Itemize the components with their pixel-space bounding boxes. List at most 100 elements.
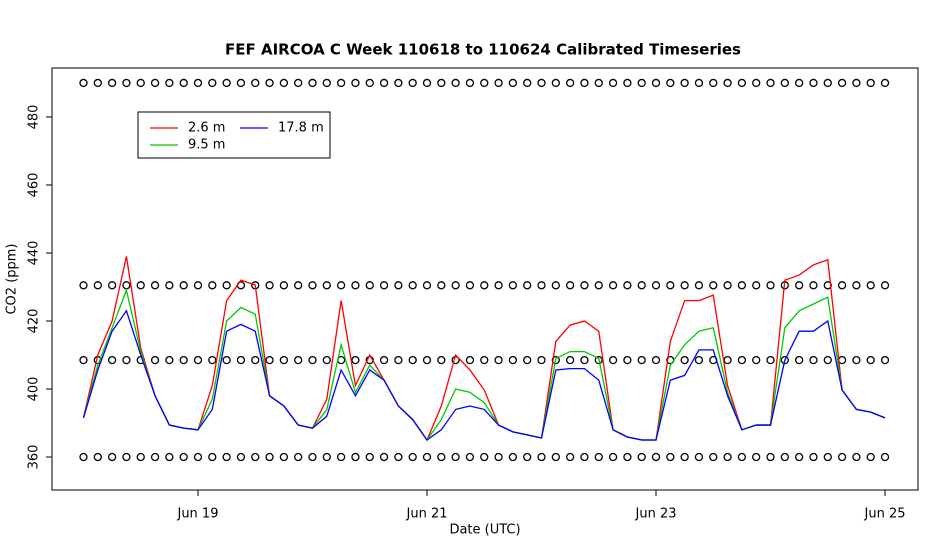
- legend-label: 2.6 m: [188, 121, 225, 136]
- reference-marker: [222, 452, 231, 462]
- reference-marker: [79, 355, 88, 365]
- y-axis-label: CO2 (ppm): [5, 243, 20, 314]
- reference-marker: [608, 281, 618, 290]
- reference-marker: [451, 281, 460, 290]
- reference-marker: [408, 452, 417, 462]
- reference-marker: [551, 281, 560, 290]
- reference-marker: [565, 281, 575, 290]
- reference-marker: [694, 281, 704, 290]
- reference-marker: [594, 452, 603, 462]
- reference-marker: [694, 355, 704, 365]
- reference-marker: [308, 281, 317, 290]
- x-tick-label: Jun 19: [176, 507, 218, 522]
- reference-marker: [823, 78, 832, 88]
- reference-marker: [723, 281, 732, 290]
- reference-marker: [880, 78, 890, 88]
- reference-marker: [265, 78, 274, 88]
- reference-marker: [294, 452, 303, 462]
- reference-marker: [179, 355, 188, 365]
- reference-marker: [150, 355, 160, 365]
- reference-marker: [308, 452, 317, 462]
- reference-marker: [336, 281, 346, 290]
- reference-marker: [193, 281, 203, 290]
- reference-marker: [336, 452, 346, 462]
- reference-marker: [623, 452, 632, 462]
- reference-marker: [422, 355, 432, 365]
- reference-marker: [408, 355, 417, 365]
- reference-marker: [294, 78, 303, 88]
- reference-marker: [494, 452, 503, 462]
- reference-marker: [251, 78, 260, 88]
- reference-marker: [737, 452, 747, 462]
- reference-marker: [794, 78, 804, 88]
- reference-marker: [752, 355, 761, 365]
- reference-marker: [551, 452, 560, 462]
- reference-marker: [508, 281, 518, 290]
- reference-marker: [208, 355, 217, 365]
- y-tick-label: 440: [27, 241, 42, 266]
- reference-marker: [737, 78, 747, 88]
- reference-marker: [752, 78, 761, 88]
- reference-marker: [107, 452, 117, 462]
- reference-marker: [737, 355, 747, 365]
- reference-marker: [494, 281, 503, 290]
- reference-marker: [794, 281, 804, 290]
- reference-marker: [422, 281, 432, 290]
- reference-marker: [465, 355, 475, 365]
- reference-marker: [79, 281, 88, 290]
- reference-marker: [107, 78, 117, 88]
- reference-marker: [537, 355, 546, 365]
- reference-marker: [122, 281, 131, 290]
- reference-marker: [480, 452, 489, 462]
- reference-marker: [136, 78, 145, 88]
- reference-marker: [737, 281, 747, 290]
- reference-marker: [637, 355, 646, 365]
- reference-marker: [394, 452, 403, 462]
- reference-marker: [508, 452, 518, 462]
- reference-marker: [251, 452, 260, 462]
- reference-marker: [680, 355, 689, 365]
- reference-marker: [637, 452, 646, 462]
- reference-marker: [608, 78, 618, 88]
- reference-marker: [179, 281, 188, 290]
- reference-marker: [322, 355, 331, 365]
- reference-marker: [723, 452, 732, 462]
- series-line: [82, 309, 886, 441]
- reference-marker: [594, 78, 603, 88]
- reference-marker: [322, 452, 331, 462]
- reference-marker: [880, 281, 890, 290]
- reference-marker: [165, 452, 174, 462]
- reference-marker: [308, 355, 317, 365]
- reference-marker: [780, 452, 789, 462]
- reference-marker: [465, 78, 475, 88]
- reference-marker: [451, 78, 460, 88]
- reference-marker: [809, 78, 818, 88]
- reference-marker: [752, 281, 761, 290]
- reference-marker: [508, 78, 518, 88]
- reference-marker: [322, 78, 331, 88]
- reference-marker: [694, 452, 704, 462]
- reference-marker: [666, 78, 675, 88]
- reference-marker: [852, 355, 861, 365]
- reference-marker: [594, 281, 603, 290]
- reference-marker: [437, 281, 446, 290]
- reference-marker: [179, 78, 188, 88]
- reference-marker: [351, 281, 360, 290]
- reference-marker: [723, 355, 732, 365]
- reference-marker: [322, 281, 331, 290]
- reference-marker: [637, 281, 646, 290]
- series-line: [82, 256, 886, 442]
- reference-marker: [823, 452, 832, 462]
- reference-marker: [365, 452, 374, 462]
- reference-marker: [580, 281, 589, 290]
- reference-marker: [394, 355, 403, 365]
- reference-marker: [179, 452, 188, 462]
- reference-marker: [236, 78, 246, 88]
- reference-marker: [666, 452, 675, 462]
- reference-marker: [594, 355, 603, 365]
- reference-marker: [208, 78, 217, 88]
- reference-marker: [494, 78, 503, 88]
- reference-marker: [193, 355, 203, 365]
- reference-marker: [752, 452, 761, 462]
